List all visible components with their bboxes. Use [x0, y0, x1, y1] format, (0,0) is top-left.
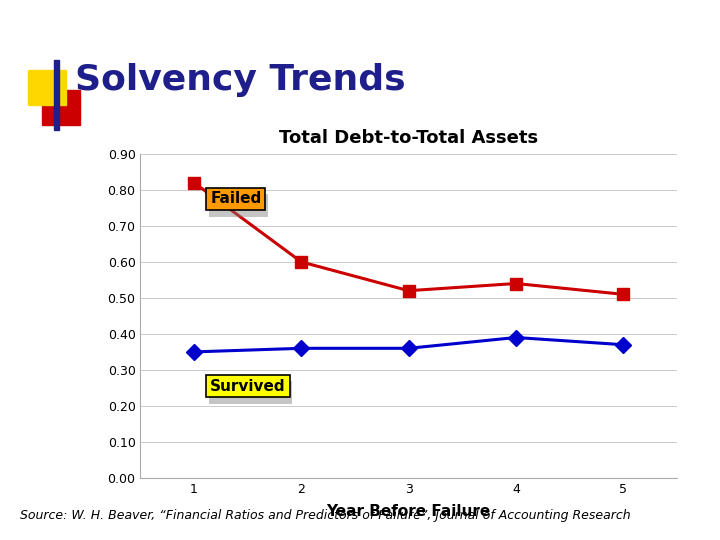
Text: Survived: Survived	[210, 379, 286, 394]
Title: Total Debt-to-Total Assets: Total Debt-to-Total Assets	[279, 129, 538, 147]
Bar	[42, 90, 80, 125]
Text: Failed: Failed	[213, 198, 264, 213]
X-axis label: Year Before Failure: Year Before Failure	[326, 504, 491, 519]
Text: Failed: Failed	[210, 191, 261, 206]
Text: Solvency Trends: Solvency Trends	[75, 63, 405, 97]
Bar	[54, 60, 59, 130]
Text: Source: W. H. Beaver, “Financial Ratios and Predictors of Failure”, Journal of A: Source: W. H. Beaver, “Financial Ratios …	[20, 509, 631, 522]
Bar	[28, 70, 66, 105]
Text: Survived: Survived	[213, 385, 289, 400]
